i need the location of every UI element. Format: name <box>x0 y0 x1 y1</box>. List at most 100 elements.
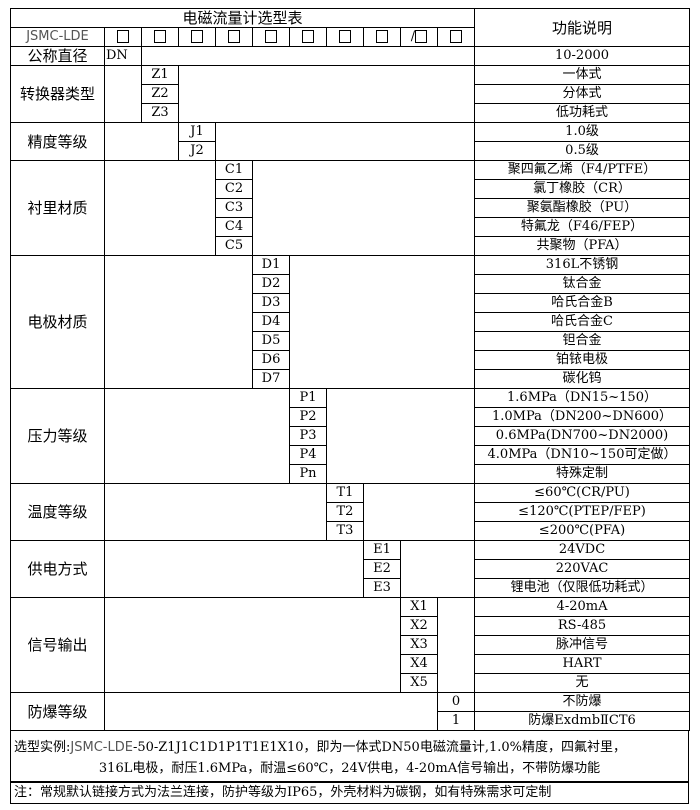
option-description: 哈氏合金B <box>474 293 691 313</box>
option-description: 1.6MPa（DN15~150） <box>474 388 691 408</box>
option-code: E1 <box>363 540 401 560</box>
option-description: HART <box>474 654 691 674</box>
option-code: D2 <box>252 274 290 294</box>
option-description: 钽合金 <box>474 331 691 351</box>
option-code: J2 <box>178 141 216 161</box>
option-code: P2 <box>289 407 327 427</box>
option-description: 特殊定制 <box>474 464 691 484</box>
table-row: 温度等级 T1 ≤60℃(CR/PU) <box>10 483 691 541</box>
slot-separator: / <box>410 29 416 44</box>
group-label: 公称直径 <box>10 46 105 66</box>
option-code: X5 <box>400 673 438 693</box>
option-description: 锂电池（仅限低功耗式） <box>474 578 691 598</box>
slot-box-icon <box>265 30 277 43</box>
group-label: 精度等级 <box>10 122 105 161</box>
option-code: D1 <box>252 255 290 275</box>
option-code: C1 <box>215 160 253 180</box>
option-code: X3 <box>400 635 438 655</box>
example-line-1: 选型实例:JSMC-LDE-50-Z1J1C1D1P1T1E1X10，即为一体式… <box>11 737 688 758</box>
table-row: E2 220VAC <box>11 559 691 579</box>
option-code: D5 <box>252 331 290 351</box>
slot-box-icon <box>302 30 314 43</box>
table-row: 公称直径 DN 10-2000 <box>10 46 691 66</box>
blank-cell <box>104 388 290 484</box>
table-row: 衬里材质 C1 聚四氟乙烯（F4/PTFE） <box>10 160 691 256</box>
option-description: 防爆ExdmbⅡCT6 <box>474 711 691 731</box>
option-code: D7 <box>252 369 290 389</box>
option-description: 分体式 <box>474 84 691 104</box>
option-description: ≤60℃(CR/PU) <box>474 483 691 503</box>
slot-box-icon <box>376 30 388 43</box>
option-description: 1.0级 <box>474 122 691 142</box>
slot-box-icon <box>415 30 428 43</box>
option-description: 不防爆 <box>474 692 691 712</box>
table-row: 电极材质 D1 316L不锈钢 <box>10 255 691 389</box>
table-row: 防爆等级 0 不防爆 <box>10 692 691 731</box>
option-code: D3 <box>252 293 290 313</box>
blank-cell <box>214 122 476 161</box>
option-code: T3 <box>326 521 364 541</box>
slot-box-icon <box>450 30 462 43</box>
slot-9: / <box>400 27 438 47</box>
group-label: 信号输出 <box>10 597 105 693</box>
blank-cell <box>104 692 438 731</box>
option-description: 铂铱电极 <box>474 350 691 370</box>
header-row-1: 电磁流量计选型表 功能说明 <box>9 8 691 47</box>
blank-cell <box>104 160 216 256</box>
slot-2 <box>141 27 179 47</box>
slot-6 <box>289 27 327 47</box>
example-model: JSMC-LDE <box>70 740 133 755</box>
option-code: 0 <box>436 692 476 712</box>
table-row: 转换器类型 Z1 一体式 <box>10 65 691 123</box>
blank-cell <box>288 255 476 389</box>
slot-5 <box>252 27 290 47</box>
option-code: X1 <box>400 597 438 617</box>
option-code: P4 <box>289 445 327 465</box>
blank-cell <box>399 540 476 598</box>
selection-table: 电磁流量计选型表 功能说明 JSMC-LDE / 公称直径 DN 10-2000 转换… <box>9 8 691 731</box>
option-description: ≤200℃(PFA) <box>474 521 691 541</box>
option-code: DN <box>104 46 142 66</box>
slot-8 <box>363 27 401 47</box>
option-description: 24VDC <box>474 540 691 560</box>
group-label: 电极材质 <box>10 255 105 389</box>
option-code: Z3 <box>141 103 179 123</box>
blank-cell <box>104 597 401 693</box>
table-row: D7 碳化钨 <box>11 369 691 389</box>
option-description: 聚四氟乙烯（F4/PTFE） <box>474 160 691 180</box>
option-code: C5 <box>215 236 253 256</box>
option-description: 一体式 <box>474 65 691 85</box>
example-rest: -50-Z1J1C1D1P1T1E1X10，即为一体式DN50电磁流量计,1.0… <box>132 740 626 755</box>
group-label: 衬里材质 <box>10 160 105 256</box>
option-code: Z2 <box>141 84 179 104</box>
example-prefix: 选型实例: <box>14 740 71 755</box>
table-row: C5 共聚物（PFA） <box>11 236 691 256</box>
function-header: 功能说明 <box>474 8 691 47</box>
slot-3 <box>178 27 216 47</box>
table-row: 供电方式 E1 24VDC <box>10 540 691 598</box>
option-code: E3 <box>363 578 401 598</box>
option-description: 脉冲信号 <box>474 635 691 655</box>
slot-box-icon <box>154 30 166 43</box>
blank-cell <box>104 65 142 123</box>
option-description: 316L不锈钢 <box>474 255 691 275</box>
slot-box-icon <box>228 30 240 43</box>
slot-10 <box>436 27 476 47</box>
blank-cell <box>104 122 179 161</box>
option-description: 碳化钨 <box>474 369 691 389</box>
option-description: 氯丁橡胶（CR） <box>474 179 691 199</box>
option-description: 0.5级 <box>474 141 691 161</box>
option-description: 无 <box>474 673 691 693</box>
option-description: 0.6MPa(DN700~DN2000) <box>474 426 691 446</box>
table-row: 1 防爆ExdmbⅡCT6 <box>11 711 691 731</box>
blank-cell <box>251 160 476 256</box>
blank-cell <box>104 540 364 598</box>
slot-box-icon <box>191 30 203 43</box>
table-row: T3 ≤200℃(PFA) <box>11 521 691 541</box>
table-row: C3 聚氨酯橡胶（PU） <box>11 198 691 218</box>
example-line-2: 316L电极，耐压1.6MPa，耐温≤60℃，24V供电，4-20mA信号输出，… <box>98 761 601 776</box>
group-label: 压力等级 <box>10 388 105 484</box>
option-code: P1 <box>289 388 327 408</box>
selection-example: 选型实例:JSMC-LDE-50-Z1J1C1D1P1T1E1X10，即为一体式… <box>10 731 689 782</box>
table-row: 信号输出 X1 4-20mA <box>10 597 691 693</box>
